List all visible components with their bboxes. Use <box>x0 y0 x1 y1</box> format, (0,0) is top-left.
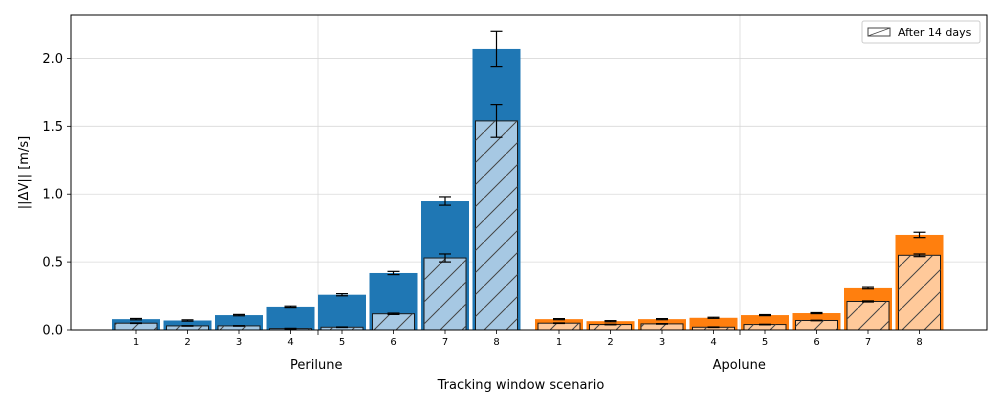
x-tick-label: 6 <box>390 337 396 348</box>
x-tick-label: 5 <box>762 337 768 348</box>
x-tick-label: 7 <box>442 337 448 348</box>
bar-hatch <box>744 324 786 330</box>
bar-hatch <box>641 323 683 330</box>
x-tick-label: 1 <box>133 337 139 348</box>
axes <box>67 14 988 335</box>
y-tick-label: 0.0 <box>42 324 63 339</box>
bar-hatch <box>898 255 941 330</box>
bar-hatch <box>115 323 157 330</box>
x-axis-label: Tracking window scenario <box>437 378 605 393</box>
y-axis-label: ||ΔV|| [m/s] <box>17 136 32 209</box>
labels: 0.0 0.5 1.0 1.5 2.0 1 2 3 4 5 6 7 8 Perilune 1 2 3 4 5 6 7 8 A… <box>17 52 923 393</box>
grid <box>71 15 987 331</box>
x-tick-label: 1 <box>556 337 562 348</box>
x-tick-label: 4 <box>287 337 293 348</box>
group-label: Perilune <box>290 358 342 373</box>
plot-frame <box>70 14 988 331</box>
bar-hatch <box>692 327 735 330</box>
x-tick-label: 8 <box>493 337 499 348</box>
legend: After 14 days <box>861 20 981 44</box>
bar-hatch <box>795 320 838 330</box>
x-tick-label: 5 <box>339 337 345 348</box>
x-tick-label: 7 <box>865 337 871 348</box>
x-tick-label: 2 <box>184 337 190 348</box>
bar-group-apolune <box>535 231 944 331</box>
bar-hatch <box>372 313 415 330</box>
bar-hatch <box>166 325 209 330</box>
bar-hatch <box>475 120 518 330</box>
legend-swatch-hatch <box>867 27 891 37</box>
y-tick-label: 0.5 <box>42 256 63 271</box>
bar-hatch <box>538 323 580 330</box>
bar-hatch <box>218 325 260 330</box>
bars <box>112 30 944 331</box>
y-tick-label: 1.5 <box>42 120 63 135</box>
x-tick-label: 8 <box>916 337 922 348</box>
y-tick-label: 1.0 <box>42 188 63 203</box>
x-tick-label: 3 <box>659 337 665 348</box>
bar <box>266 306 315 330</box>
bar-hatch <box>847 301 889 330</box>
group-label: Apolune <box>713 358 766 373</box>
x-tick-label: 4 <box>710 337 716 348</box>
bar <box>318 294 366 330</box>
bar-hatch <box>424 258 466 330</box>
legend-box <box>861 20 981 44</box>
bar-hatch <box>321 327 363 330</box>
x-tick-label: 3 <box>236 337 242 348</box>
x-tick-label: 2 <box>607 337 613 348</box>
x-tick-label: 6 <box>813 337 819 348</box>
bar-group-perilune <box>112 30 521 331</box>
y-tick-label: 2.0 <box>42 52 63 67</box>
bar-hatch <box>589 324 632 330</box>
legend-entry: After 14 days <box>898 26 972 39</box>
